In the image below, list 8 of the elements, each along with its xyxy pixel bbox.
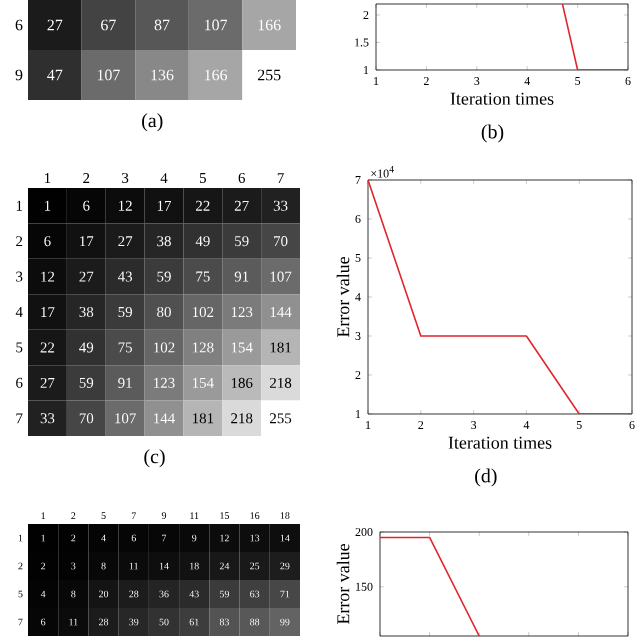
x-axis-title: Iteration times [448,436,552,449]
x-axis-title: Iteration times [450,92,554,105]
text: (b) [481,124,504,143]
y-axis-title: Error value [336,257,350,338]
text: (a) [142,113,163,132]
text: (c) [144,449,165,468]
y-axis-title: Error value [336,544,350,625]
text: (d) [475,468,497,487]
